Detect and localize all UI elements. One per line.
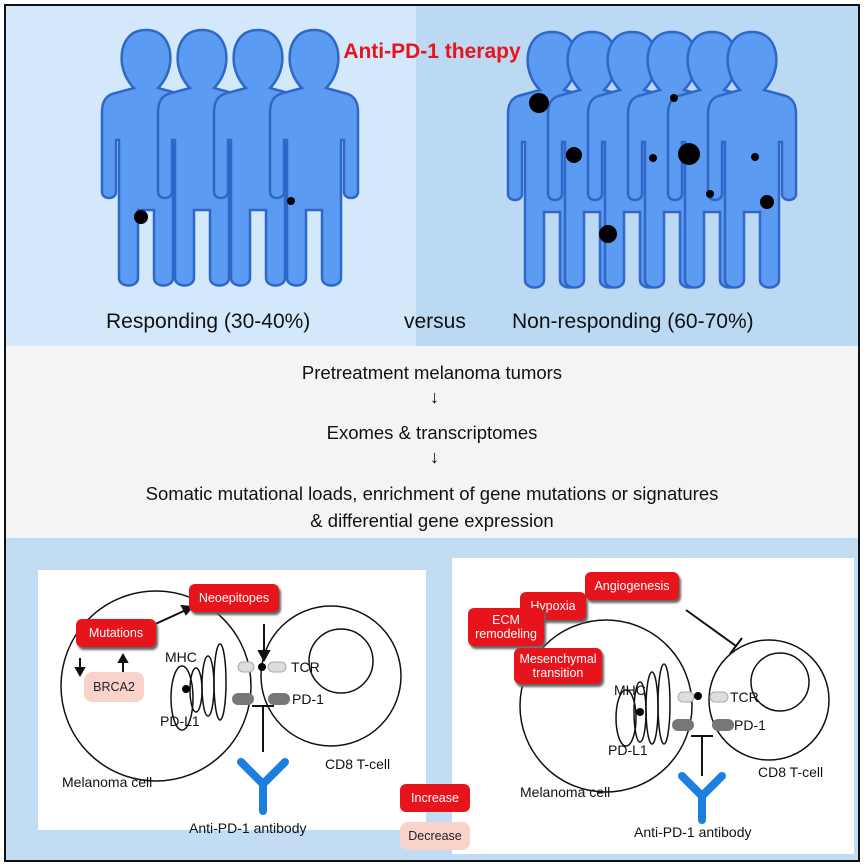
- pdl1-molecule: [232, 693, 254, 705]
- mhc-membrane-fold: [657, 663, 671, 745]
- figure-title: Anti-PD-1 therapy: [343, 40, 521, 63]
- tcr-label: TCR: [291, 659, 320, 675]
- pd1-molecule: [268, 693, 290, 705]
- melanoma-cell-outline: [60, 590, 252, 782]
- mhc-molecule: [677, 691, 695, 703]
- tumor-dot: [751, 153, 759, 161]
- non-responding-label: Non-responding (60-70%): [512, 310, 754, 333]
- ecm-remodeling-tag: ECM remodeling: [468, 608, 544, 646]
- tumor-dot: [760, 195, 774, 209]
- inhibition-line: [685, 609, 737, 647]
- tcell-outline: [708, 639, 830, 761]
- arrowhead: [74, 667, 86, 678]
- people-illustration: [100, 28, 798, 289]
- ecm-remodeling-line-2: remodeling: [475, 627, 537, 641]
- antibody-label: Anti-PD-1 antibody: [634, 824, 752, 840]
- tcr-label: TCR: [730, 689, 759, 705]
- ecm-remodeling-line-1: ECM: [492, 612, 520, 627]
- tumor-dot: [134, 210, 148, 224]
- tumor-dot: [670, 94, 678, 102]
- pdl1-molecule: [672, 719, 694, 731]
- melanoma-cell-label: Melanoma cell: [62, 774, 153, 790]
- tumor-dot: [566, 147, 582, 163]
- tumor-dot: [529, 93, 549, 113]
- cd8-tcell-label: CD8 T-cell: [758, 764, 824, 780]
- tumor-dots: [134, 93, 774, 243]
- neoepitope-dot: [258, 663, 266, 671]
- mesenchymal-transition-line-2: transition: [532, 666, 584, 680]
- tumor-dot: [678, 143, 700, 165]
- arrowhead: [117, 652, 129, 663]
- legend-increase: Increase: [400, 784, 470, 812]
- cd8-tcell-label: CD8 T-cell: [325, 756, 391, 772]
- legend-decrease: Decrease: [400, 822, 470, 850]
- figure-frame: Anti-PD-1 therapy Responding (30-40%) ve…: [4, 4, 860, 862]
- tcr-molecule: [267, 661, 287, 673]
- arrowhead: [257, 650, 271, 663]
- melanoma-cell-outline: [519, 619, 693, 793]
- tcr-molecule: [709, 691, 729, 703]
- mesenchymal-transition-line-1: Mesenchymal: [519, 651, 597, 666]
- nonresponder-mechanism-panel: [452, 558, 854, 854]
- mhc-membrane-fold: [170, 665, 194, 731]
- pd1-label: PD-1: [292, 691, 324, 707]
- brca2-tag: BRCA2: [84, 672, 144, 702]
- mhc-molecule: [237, 661, 255, 673]
- mechanism-illustration: [60, 590, 830, 824]
- mhc-membrane-fold: [645, 671, 659, 745]
- tcell-nucleus: [308, 628, 374, 694]
- tumor-dot: [706, 190, 714, 198]
- workflow-step-3-line-1: Somatic mutational loads, enrichment of …: [145, 483, 719, 504]
- mhc-membrane-fold: [213, 643, 227, 721]
- neoepitope-dot: [694, 692, 702, 700]
- responding-label: Responding (30-40%): [106, 310, 311, 333]
- antigen-dot: [636, 708, 644, 716]
- arrow-to-neoepitopes: [150, 609, 187, 627]
- mhc-membrane-fold: [189, 667, 203, 713]
- tumor-dot: [287, 197, 295, 205]
- pd1-label: PD-1: [734, 717, 766, 733]
- tumor-dot: [599, 225, 617, 243]
- tcell-nucleus: [750, 652, 810, 712]
- versus-label: versus: [404, 310, 466, 333]
- antigen-dot: [182, 685, 190, 693]
- antibody-icon: [678, 772, 726, 824]
- workflow-step-2: Exomes & transcriptomes: [326, 422, 538, 443]
- antibody-label: Anti-PD-1 antibody: [189, 820, 307, 836]
- mesenchymal-transition-tag: Mesenchymal transition: [514, 648, 602, 684]
- mhc-membrane-fold: [615, 689, 637, 747]
- mhc-label: MHC: [614, 682, 646, 698]
- workflow-step-3-line-2: & differential gene expression: [310, 510, 554, 531]
- pdl1-label: PD-L1: [160, 713, 200, 729]
- inhibition-bar: [729, 637, 743, 655]
- mutations-tag: Mutations: [76, 619, 156, 647]
- pdl1-label: PD-L1: [608, 742, 648, 758]
- workflow-step-1: Pretreatment melanoma tumors: [301, 362, 563, 383]
- neoepitopes-tag: Neoepitopes: [189, 584, 279, 612]
- mhc-label: MHC: [165, 649, 197, 665]
- tumor-dot: [649, 154, 657, 162]
- angiogenesis-tag: Angiogenesis: [585, 572, 679, 600]
- workflow-band: [6, 346, 858, 538]
- tcell-outline: [260, 605, 402, 747]
- melanoma-cell-label: Melanoma cell: [520, 784, 611, 800]
- mhc-membrane-fold: [201, 655, 215, 717]
- pd1-molecule: [712, 719, 734, 731]
- antibody-icon: [237, 758, 289, 815]
